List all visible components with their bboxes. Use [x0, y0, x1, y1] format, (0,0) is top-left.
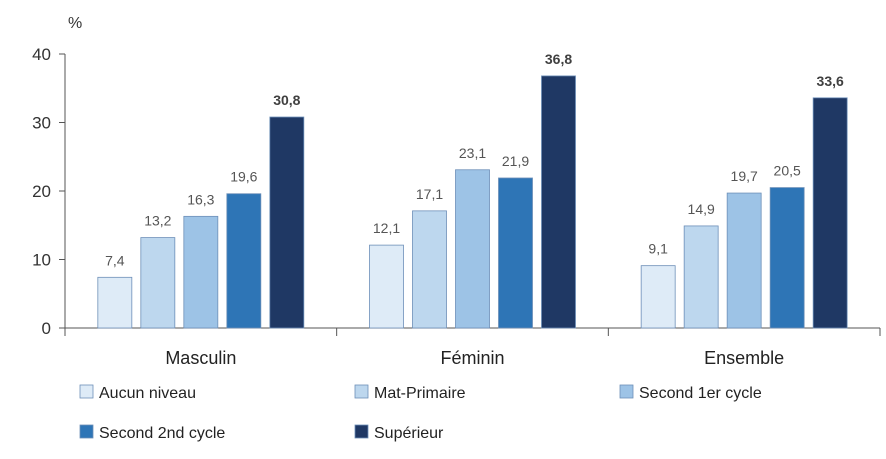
bar: [769, 187, 805, 329]
bar: [455, 169, 490, 329]
bar: [640, 265, 676, 329]
data-label: 36,8: [545, 51, 572, 67]
data-label: 9,1: [648, 241, 668, 257]
y-unit-label: %: [68, 15, 82, 32]
legend-swatch: [354, 384, 369, 399]
y-tick-label: 30: [32, 114, 51, 133]
data-label: 23,1: [459, 145, 486, 161]
bar: [541, 75, 576, 329]
category-labels: Masculin Féminin Ensemble: [165, 348, 784, 368]
bar: [140, 237, 176, 329]
legend-label: Second 1er cycle: [639, 385, 762, 402]
data-label: 33,6: [817, 73, 844, 89]
bar: [726, 192, 762, 329]
legend-swatch: [354, 424, 369, 439]
bars: [97, 75, 848, 329]
legend-label: Aucun niveau: [99, 385, 196, 402]
bar: [369, 244, 404, 329]
legend-label: Second 2nd cycle: [99, 425, 225, 442]
data-label: 19,6: [230, 169, 257, 185]
bar: [683, 225, 719, 329]
legend-swatch: [79, 424, 94, 439]
legend-item: Supérieur: [354, 424, 444, 442]
data-label: 17,1: [416, 186, 443, 202]
bar: [97, 276, 133, 329]
data-label: 14,9: [688, 201, 715, 217]
bar: [226, 193, 262, 329]
data-label: 30,8: [273, 92, 300, 108]
y-tick-label: 40: [32, 45, 51, 64]
legend-item: Aucun niveau: [79, 384, 196, 402]
data-label: 7,4: [105, 252, 125, 268]
data-label: 19,7: [731, 168, 758, 184]
legend-item: Second 2nd cycle: [79, 424, 225, 442]
data-label: 12,1: [373, 220, 400, 236]
data-label: 16,3: [187, 191, 214, 207]
legend-label: Supérieur: [374, 425, 444, 442]
legend-swatch: [79, 384, 94, 399]
y-tick-label: 0: [42, 319, 51, 338]
bar: [498, 177, 533, 329]
bar: [812, 97, 848, 329]
data-label: 13,2: [144, 213, 171, 229]
category-label: Ensemble: [704, 348, 784, 368]
y-tick-labels: 0 10 20 30 40: [32, 45, 51, 338]
category-label: Féminin: [440, 348, 504, 368]
y-tick-label: 10: [32, 251, 51, 270]
legend-item: Second 1er cycle: [619, 384, 762, 402]
legend: Aucun niveau Mat-Primaire Second 1er cycle…: [79, 384, 762, 442]
legend-item: Mat-Primaire: [354, 384, 466, 402]
bar: [412, 210, 447, 329]
data-label: 21,9: [502, 153, 529, 169]
category-label: Masculin: [165, 348, 236, 368]
y-tick-label: 20: [32, 182, 51, 201]
legend-label: Mat-Primaire: [374, 385, 466, 402]
bar: [183, 215, 219, 329]
bar: [269, 116, 305, 329]
data-labels: 7,4 13,2 16,3 19,6 30,8 12,1 17,1 23,1 21,9 36,8 9…: [105, 51, 844, 268]
legend-swatch: [619, 384, 634, 399]
data-label: 20,5: [774, 163, 801, 179]
